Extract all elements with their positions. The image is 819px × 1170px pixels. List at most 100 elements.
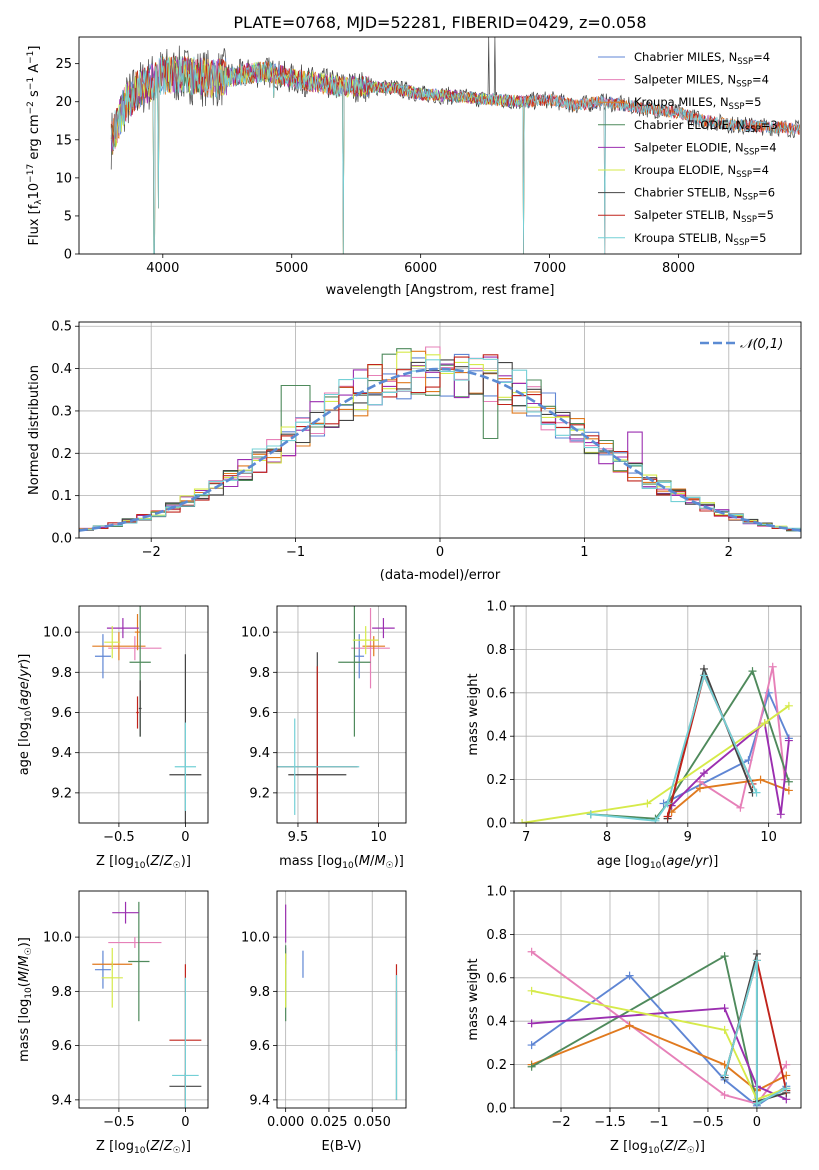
- mw-point: [527, 1019, 536, 1028]
- axes-frame: [276, 890, 407, 1109]
- y-tick-label: 0.8: [486, 928, 507, 943]
- y-tick-label: 0: [64, 248, 72, 263]
- y-tick-label: 0.0: [51, 532, 72, 547]
- mw-point: [643, 799, 652, 808]
- axes-mass-vs-ebv: 0.000 0.025 0.050 9.4 9.6 9.8 10.0 E(B-V): [241, 890, 407, 1154]
- mw-series-4: [531, 1007, 787, 1101]
- mw-point: [663, 799, 672, 808]
- x-tick-label: 0.000: [267, 1115, 304, 1130]
- y-axis-label: Normed distribution: [27, 365, 42, 495]
- mw-point: [518, 819, 527, 823]
- legend-entry: Salpeter MILES, NSSP=4: [634, 73, 769, 90]
- legend-entry: Salpeter STELIB, NSSP=5: [634, 208, 774, 225]
- legend-entry: Chabrier STELIB, NSSP=6: [634, 186, 775, 203]
- y-tick-label: 20: [55, 95, 72, 110]
- mw-point: [784, 701, 793, 710]
- y-tick-label: 0.2: [486, 1058, 507, 1073]
- x-tick-label: 10: [760, 830, 777, 845]
- y-tick-label: 9.4: [249, 746, 270, 761]
- y-tick-label: 9.4: [51, 746, 72, 761]
- mw-lines: [527, 947, 791, 1108]
- axes-age-vs-mass: 9.5 10 9.2 9.4 9.6 9.8 10.0 mass [log10(M/M☉)]: [241, 605, 407, 871]
- x-tick-label: 10: [370, 830, 387, 845]
- y-tick-label: 5: [64, 209, 72, 224]
- y-tick-label: 0.8: [486, 643, 507, 658]
- y-tick-label: 9.4: [51, 1093, 72, 1108]
- axes-massweight-vs-Z: −2 −1.5 −1 −0.5 0 0.0 0.2 0.4 0.6 0.8 1.0 Z [log10(…: [466, 885, 802, 1156]
- x-tick-label: −1: [286, 545, 305, 560]
- x-axis-label: mass [log10(M/M☉)]: [279, 854, 404, 871]
- gaussian-reference-line: [79, 367, 801, 532]
- mw-point: [784, 736, 793, 745]
- mw-point: [695, 784, 704, 793]
- y-axis-label: Flux [fλ10−17 erg cm−2 s−1 A−1]: [26, 46, 44, 246]
- y-tick-label: 0.4: [486, 730, 507, 745]
- x-tick-label: −0.5: [692, 1115, 724, 1130]
- mw-point: [768, 662, 777, 671]
- y-tick-label: 10: [55, 171, 72, 186]
- mw-point: [625, 1021, 634, 1030]
- y-tick-label: 9.2: [249, 786, 270, 801]
- x-tick-label: 9: [684, 830, 692, 845]
- mw-point: [720, 1090, 729, 1099]
- y-tick-label: 0.2: [51, 447, 72, 462]
- plot-layer: 4000 5000 6000 7000 80000510152025wavelength…: [17, 36, 802, 1156]
- y-tick-label: 9.6: [51, 706, 72, 721]
- x-tick-label: −0.5: [103, 830, 135, 845]
- mw-point: [748, 667, 757, 676]
- y-tick-label: 10.0: [43, 626, 72, 641]
- x-tick-label: −1.5: [594, 1115, 626, 1130]
- axes-frame: [78, 890, 209, 1109]
- x-tick-label: 0: [181, 830, 189, 845]
- hist-lines: [79, 346, 801, 533]
- mw-point: [720, 952, 729, 961]
- axes-frame: [276, 605, 407, 824]
- y-axis-label: mass weight: [466, 673, 481, 755]
- axes-age-vs-Z: −0.5 0 9.2 9.4 9.6 9.8 10.0 Z [log10(Z/Z☉)] age …: [17, 605, 209, 871]
- x-tick-label: 0: [753, 1115, 761, 1130]
- mw-lines: [518, 662, 793, 823]
- y-tick-label: 9.6: [249, 706, 270, 721]
- mw-point: [776, 810, 785, 819]
- mw-point: [784, 777, 793, 786]
- mw-point: [699, 769, 708, 778]
- mw-series-2: [670, 778, 790, 813]
- y-tick-label: 0.6: [486, 971, 507, 986]
- mw-point: [720, 1004, 729, 1013]
- x-tick-label: −2: [551, 1115, 570, 1130]
- x-tick-label: 0.050: [354, 1115, 391, 1130]
- y-tick-label: 0.3: [51, 404, 72, 419]
- x-axis-label: Z [log10(Z/Z☉)]: [610, 1139, 705, 1156]
- y-tick-label: 9.8: [51, 985, 72, 1000]
- mw-point: [736, 803, 745, 812]
- x-tick-label: 8: [603, 830, 611, 845]
- x-tick-label: 7: [522, 830, 530, 845]
- mw-series-5: [531, 989, 787, 1101]
- y-tick-label: 10.0: [241, 931, 270, 946]
- mw-series-1: [531, 951, 788, 1105]
- legend-entry: Chabrier MILES, NSSP=4: [634, 50, 770, 67]
- x-tick-label: −2: [142, 545, 161, 560]
- y-tick-label: 0.1: [51, 489, 72, 504]
- mw-point: [752, 1099, 761, 1108]
- y-tick-label: 9.6: [51, 1039, 72, 1054]
- mw-point: [663, 812, 672, 821]
- mw-point: [699, 671, 708, 680]
- mw-point: [527, 947, 536, 956]
- mw-point: [527, 986, 536, 995]
- y-tick-label: 0.0: [486, 1102, 507, 1117]
- mw-point: [784, 786, 793, 795]
- x-tick-label: 9.5: [288, 830, 309, 845]
- x-tick-label: 2: [725, 545, 733, 560]
- mw-point: [720, 1025, 729, 1034]
- errorbars: [92, 901, 202, 1108]
- x-tick-label: 0: [436, 545, 444, 560]
- mw-series-5: [521, 705, 790, 823]
- mw-point: [756, 775, 765, 784]
- axes-spectrum: 4000 5000 6000 7000 8000 0 5 10 15 20 25 wavelength…: [26, 36, 802, 298]
- y-tick-label: 0.4: [486, 1015, 507, 1030]
- y-tick-label: 9.6: [249, 1039, 270, 1054]
- mw-point: [752, 956, 761, 965]
- legend-entry: 𝒩(0,1): [740, 337, 783, 352]
